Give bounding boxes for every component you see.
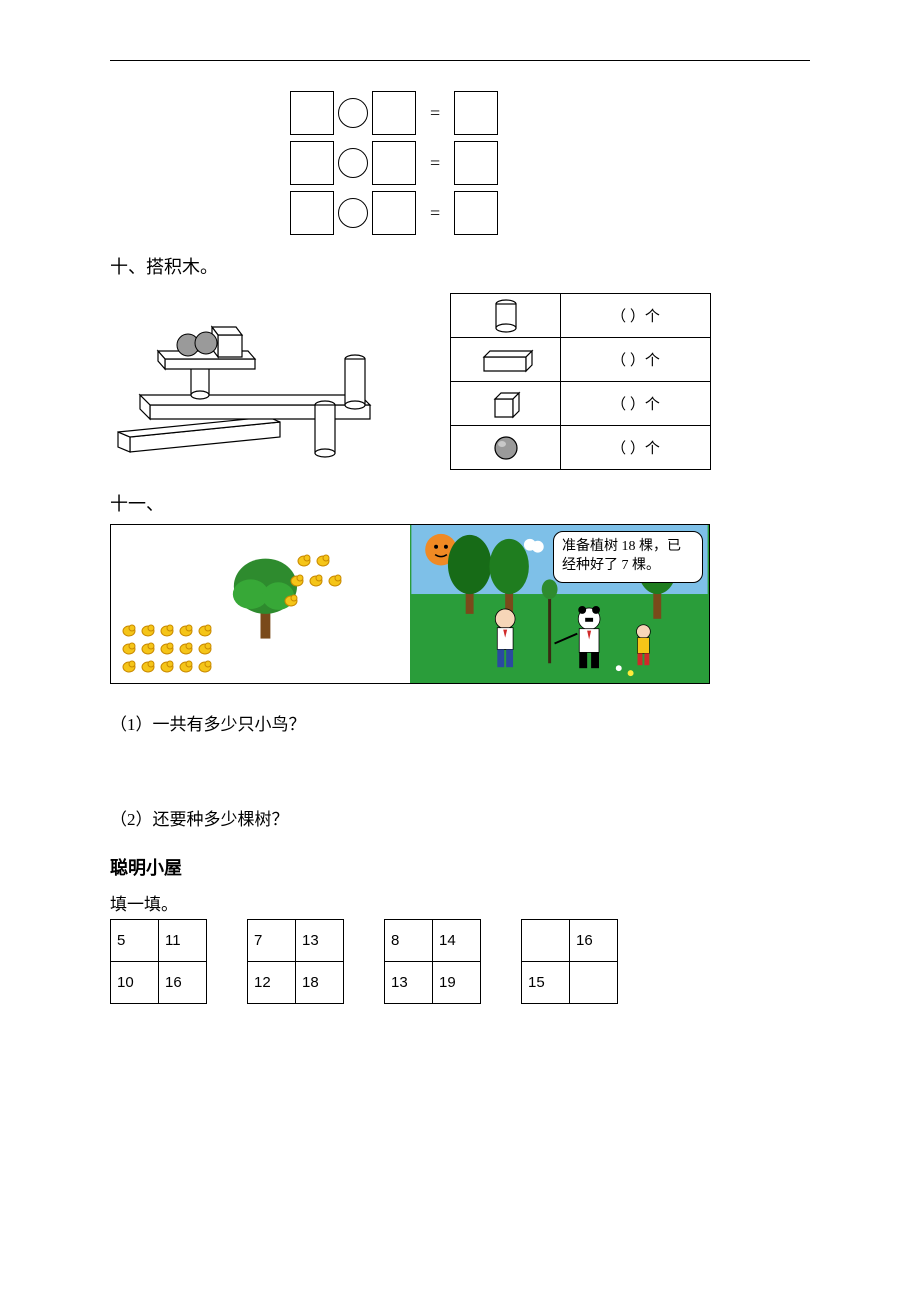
count-blank[interactable]: （ ）个 [561, 338, 711, 382]
table-row: （ ）个 [451, 338, 711, 382]
operand-box[interactable] [372, 141, 416, 185]
operand-box[interactable] [290, 91, 334, 135]
grid-cell: 10 [111, 962, 159, 1004]
grid-cell[interactable] [570, 962, 618, 1004]
equation-row: = [290, 91, 810, 135]
equation-rows: = = = [290, 91, 810, 235]
cuboid-icon [476, 345, 536, 375]
result-box[interactable] [454, 91, 498, 135]
grid-cell: 15 [522, 962, 570, 1004]
result-box[interactable] [454, 191, 498, 235]
flying-birds [296, 553, 331, 567]
equals-sign: = [430, 153, 440, 174]
cylinder-icon-cell [451, 294, 561, 338]
cuboid-icon-cell [451, 338, 561, 382]
operand-box[interactable] [372, 91, 416, 135]
fill-label: 填一填。 [110, 890, 810, 915]
grid-cell: 18 [296, 962, 344, 1004]
equation-row: = [290, 191, 810, 235]
operand-box[interactable] [290, 191, 334, 235]
operator-circle[interactable] [338, 148, 368, 178]
cube-icon [489, 387, 523, 421]
number-grid: 16 15 [521, 919, 618, 1004]
grid-cell: 12 [248, 962, 296, 1004]
flying-birds [283, 593, 299, 607]
grid-cell: 19 [433, 962, 481, 1004]
equals-sign: = [430, 203, 440, 224]
operand-box[interactable] [372, 191, 416, 235]
illustration-panels: 准备植树 18 棵，已经种好了 7 棵。 [110, 524, 710, 684]
result-box[interactable] [454, 141, 498, 185]
planting-panel: 准备植树 18 棵，已经种好了 7 棵。 [410, 525, 709, 683]
grid-cell: 13 [385, 962, 433, 1004]
grid-cell: 7 [248, 920, 296, 962]
table-row: （ ）个 [451, 382, 711, 426]
blocks-figure [110, 287, 410, 472]
chick-grid [121, 623, 213, 673]
operator-circle[interactable] [338, 198, 368, 228]
grid-cell: 5 [111, 920, 159, 962]
number-grid: 814 1319 [384, 919, 481, 1004]
section-10-heading: 十、搭积木。 [110, 253, 810, 279]
grid-cell: 16 [570, 920, 618, 962]
grid-cell[interactable] [522, 920, 570, 962]
count-blank[interactable]: （ ）个 [561, 382, 711, 426]
number-grid: 713 1218 [247, 919, 344, 1004]
birds-panel [111, 525, 410, 683]
table-row: （ ）个 [451, 294, 711, 338]
sphere-icon-cell [451, 426, 561, 470]
sphere-icon [491, 433, 521, 463]
shape-count-table: （ ）个 （ ）个 [450, 293, 711, 470]
cube-icon-cell [451, 382, 561, 426]
question-2: （2）还要种多少棵树？ [110, 805, 810, 830]
number-grids-row: 511 1016 713 1218 814 1319 16 15 [110, 919, 810, 1004]
grid-cell: 14 [433, 920, 481, 962]
question-1: （1）一共有多少只小鸟？ [110, 710, 810, 735]
flying-birds [289, 573, 343, 587]
equation-row: = [290, 141, 810, 185]
cylinder-icon [493, 298, 519, 334]
count-blank[interactable]: （ ）个 [561, 426, 711, 470]
top-rule [110, 60, 810, 61]
smart-house-heading: 聪明小屋 [110, 854, 810, 880]
speech-bubble: 准备植树 18 棵，已经种好了 7 棵。 [553, 531, 703, 583]
operator-circle[interactable] [338, 98, 368, 128]
grid-cell: 8 [385, 920, 433, 962]
grid-cell: 13 [296, 920, 344, 962]
operand-box[interactable] [290, 141, 334, 185]
grid-cell: 16 [159, 962, 207, 1004]
grid-cell: 11 [159, 920, 207, 962]
count-blank[interactable]: （ ）个 [561, 294, 711, 338]
table-row: （ ）个 [451, 426, 711, 470]
equals-sign: = [430, 103, 440, 124]
number-grid: 511 1016 [110, 919, 207, 1004]
section-11-heading: 十一、 [110, 490, 810, 516]
